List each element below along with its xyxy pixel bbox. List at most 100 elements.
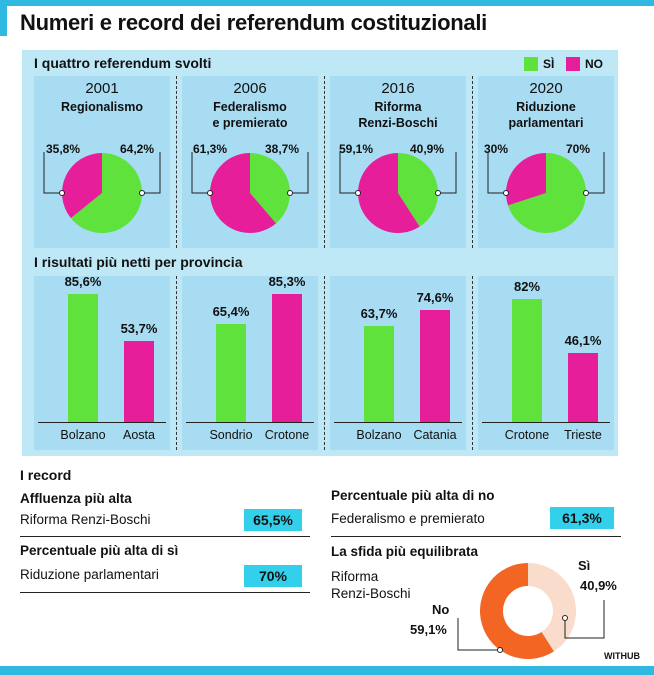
bar [216,323,246,422]
section2-title: I risultati più netti per provincia [34,254,243,270]
bar [568,352,598,422]
page-title: Numeri e record dei referendum costituzi… [20,10,487,35]
record-max-si-value: 70% [244,565,302,587]
leader-dot [59,190,65,196]
bar-category-label: Bolzano [60,428,106,442]
ref-name: Federalismo e premierato [182,99,318,131]
donut-no-name: No [432,602,450,617]
record-max-no-label: Percentuale più alta di no [331,488,495,503]
record-sfida-label: La sfida più equilibrata [331,544,479,559]
bar-value-label: 53,7% [120,321,158,337]
pie-si-label: 64,2% [120,142,155,156]
leader-dot [503,190,509,196]
bar-value-label: 63,7% [360,306,398,322]
bar [124,341,154,422]
separator [176,276,177,450]
donut-leader [457,618,500,651]
divider [20,536,310,537]
bar-baseline [482,422,610,423]
pie-no-label: 61,3% [193,142,228,156]
bar-value-label: 65,4% [212,303,250,319]
ref-year: 2020 [529,80,563,97]
bar-baseline [334,422,462,423]
legend-si-swatch [524,57,538,71]
leader-dot [562,615,568,621]
donut-si-value: 40,9% [580,578,617,593]
bar-category-label: Crotone [264,428,310,442]
record-max-si-label: Percentuale più alta di sì [20,543,179,558]
leader-line [43,152,62,194]
separator [324,276,325,450]
donut-slice-no [480,563,554,660]
bar [364,326,394,422]
bar-value-label: 74,6% [416,290,454,306]
bar-baseline [186,422,314,423]
pie-slice-si [507,153,586,233]
pie-slice-si [398,153,438,227]
leader-line [142,152,161,194]
bar-category-label: Bolzano [356,428,402,442]
leader-dot [435,190,441,196]
legend-no-swatch [566,57,580,71]
leader-line [290,152,309,194]
donut-leader [564,600,605,639]
ref-name: Regionalismo [34,99,170,115]
legend-no-label: NO [585,57,603,71]
bar-value-label: 82% [513,279,541,294]
leader-dot [287,190,293,196]
leader-line [191,152,210,194]
bar [512,299,542,422]
pie-si-label: 70% [566,142,591,156]
donut-slice-si [528,563,577,652]
title-accent [0,6,7,36]
top-accent-bar [0,0,654,6]
record-affluenza-sub: Riforma Renzi-Boschi [20,512,151,527]
bar [420,310,450,422]
record-affluenza-value: 65,5% [244,509,302,531]
separator [176,76,177,248]
leader-dot [583,190,589,196]
pie-no-label: 59,1% [339,142,374,156]
pie-slice-no [210,153,277,233]
leader-line [438,152,457,194]
ref-year: 2016 [381,80,415,97]
separator [472,276,473,450]
credit: WITHUB [604,651,640,661]
records-title: I record [20,467,72,483]
ref-name: Riforma Renzi-Boschi [330,99,466,131]
ref-name: Riduzione parlamentari [478,99,614,131]
divider [20,592,310,593]
section1-title: I quattro referendum svolti [34,55,212,71]
pie-no-label: 30% [484,142,509,156]
pie-si-label: 40,9% [410,142,445,156]
leader-dot [497,647,503,653]
separator [472,76,473,248]
record-affluenza-label: Affluenza più alta [20,491,132,506]
pie-slice-si [70,153,142,234]
ref-name-line1: Federalismo [213,100,287,114]
ref-name-line2: Renzi-Boschi [358,116,438,130]
bar-category-label: Aosta [123,428,155,442]
bar-category-label: Crotone [504,428,550,442]
bottom-accent-bar [0,666,654,675]
leader-line [487,152,506,194]
pie-slice-si [250,153,291,224]
donut-no-value: 59,1% [410,622,447,637]
ref-name-line2: e premierato [212,116,288,130]
donut-si-name: Sì [578,558,591,573]
leader-dot [355,190,361,196]
bar-category-label: Catania [413,428,457,442]
ref-year: 2006 [233,80,267,97]
pie-slice-no [357,153,420,233]
bar-baseline [38,422,166,423]
ref-name-line1: Riforma [374,100,422,114]
leader-line [339,152,358,194]
pie-slice-no [506,153,546,206]
pie-slice-no [62,153,102,219]
leader-dot [139,190,145,196]
legend-no: NO [566,57,603,71]
bar [272,294,302,422]
ref-name-line1: Riduzione [516,100,576,114]
bar-value-label: 85,6% [64,273,102,289]
